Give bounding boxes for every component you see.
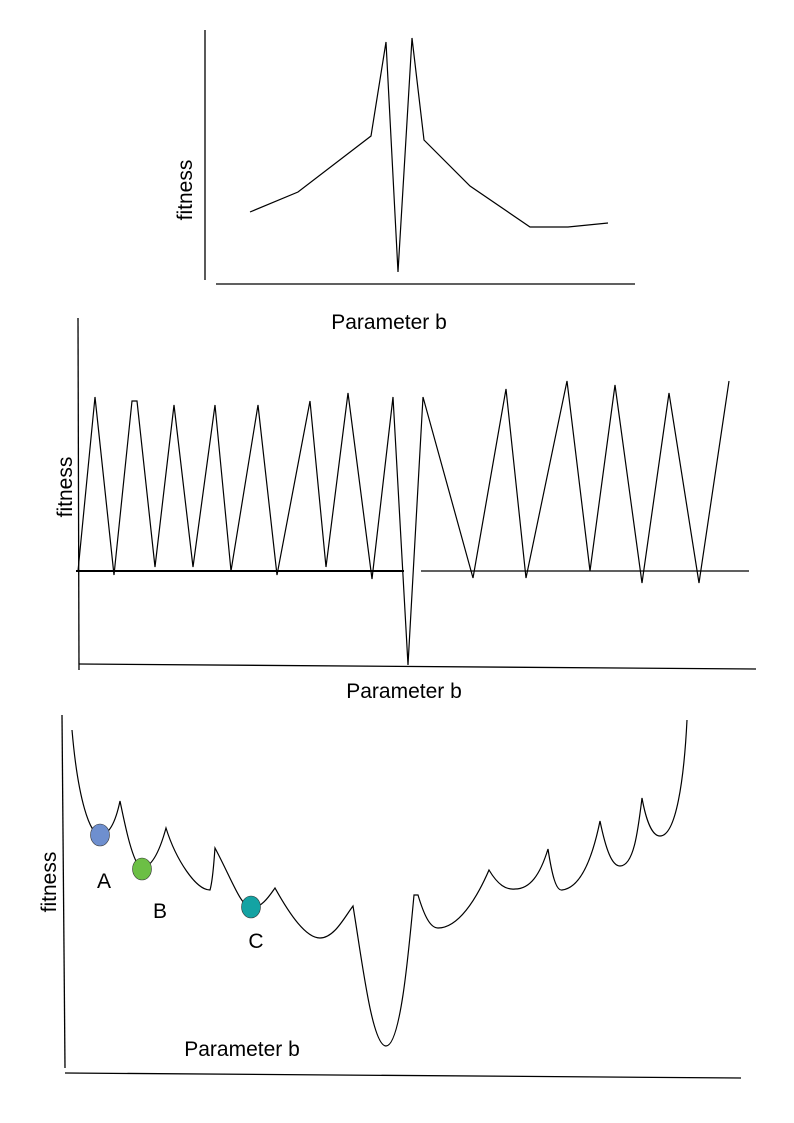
panel-3-x-axis [64, 1072, 742, 1079]
point-a-marker [90, 823, 110, 847]
panel-2-y-axis [77, 317, 80, 671]
point-b-marker [132, 857, 152, 881]
point-c-label: C [248, 930, 263, 953]
point-a-label: A [97, 870, 111, 893]
point-c-marker [241, 895, 261, 919]
panel-1-y-label: fitness [174, 160, 197, 221]
panel-2-y-label: fitness [54, 457, 77, 518]
panel-3-y-axis [61, 714, 66, 1069]
panel-1-fitness-curve [249, 37, 609, 273]
panel-1-x-label: Parameter b [331, 311, 447, 334]
panel-2: fitness Parameter b [54, 317, 757, 703]
panel-3-y-label: fitness [38, 852, 61, 913]
panel-2-fitness-curve [77, 380, 730, 666]
panel-2-x-label: Parameter b [346, 680, 462, 703]
point-b-label: B [153, 900, 167, 923]
panel-1: fitness Parameter b [174, 30, 635, 334]
panel-3-x-label: Parameter b [184, 1038, 300, 1061]
panel-2-x-axis [78, 663, 757, 670]
panel-3-fitness-curve [71, 719, 688, 1047]
panel-3: A B C fitness Parameter b [38, 714, 742, 1079]
